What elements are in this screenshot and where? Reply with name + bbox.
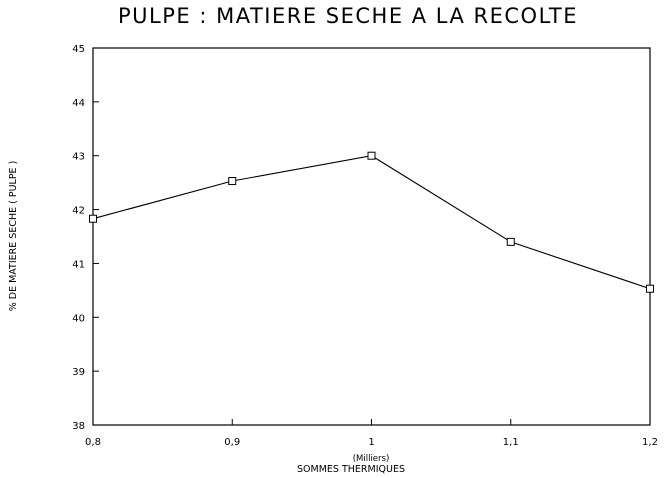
- series-layer: [89, 151, 654, 293]
- x-axis-ticks: 0,8 0,9 1 1,1 1,2: [85, 419, 658, 448]
- plot-frame: [92, 47, 651, 426]
- series-line: [92, 155, 651, 290]
- y-tick-label: 38: [72, 421, 85, 432]
- y-tick-label: 43: [72, 152, 85, 163]
- chart-title: PULPE : MATIERE SECHE A LA RECOLTE: [118, 4, 578, 28]
- data-point-marker: [367, 151, 376, 160]
- x-tick-label: 0,9: [224, 437, 240, 448]
- x-axis-unit: (Milliers): [353, 454, 390, 464]
- data-point-marker: [89, 214, 97, 223]
- x-tick-label: 1: [368, 437, 374, 448]
- data-point-marker: [228, 177, 237, 186]
- x-tick-label: 0,8: [85, 437, 101, 448]
- x-axis-label: SOMMES THERMIQUES: [297, 464, 405, 475]
- x-tick-label: 1,1: [503, 437, 519, 448]
- y-axis-label: % DE MATIERE SECHE ( PULPE ): [8, 161, 19, 312]
- data-point-marker: [506, 237, 515, 246]
- y-axis-ticks: 38 39 40 41 42 43 44 45: [72, 44, 99, 432]
- data-point-marker: [646, 284, 654, 293]
- x-tick-label: 1,2: [642, 437, 658, 448]
- y-tick-label: 39: [72, 367, 85, 378]
- y-tick-label: 41: [72, 259, 85, 270]
- y-tick-label: 40: [72, 313, 85, 324]
- y-tick-label: 45: [72, 44, 85, 55]
- y-tick-label: 42: [72, 206, 85, 217]
- y-tick-label: 44: [72, 98, 85, 109]
